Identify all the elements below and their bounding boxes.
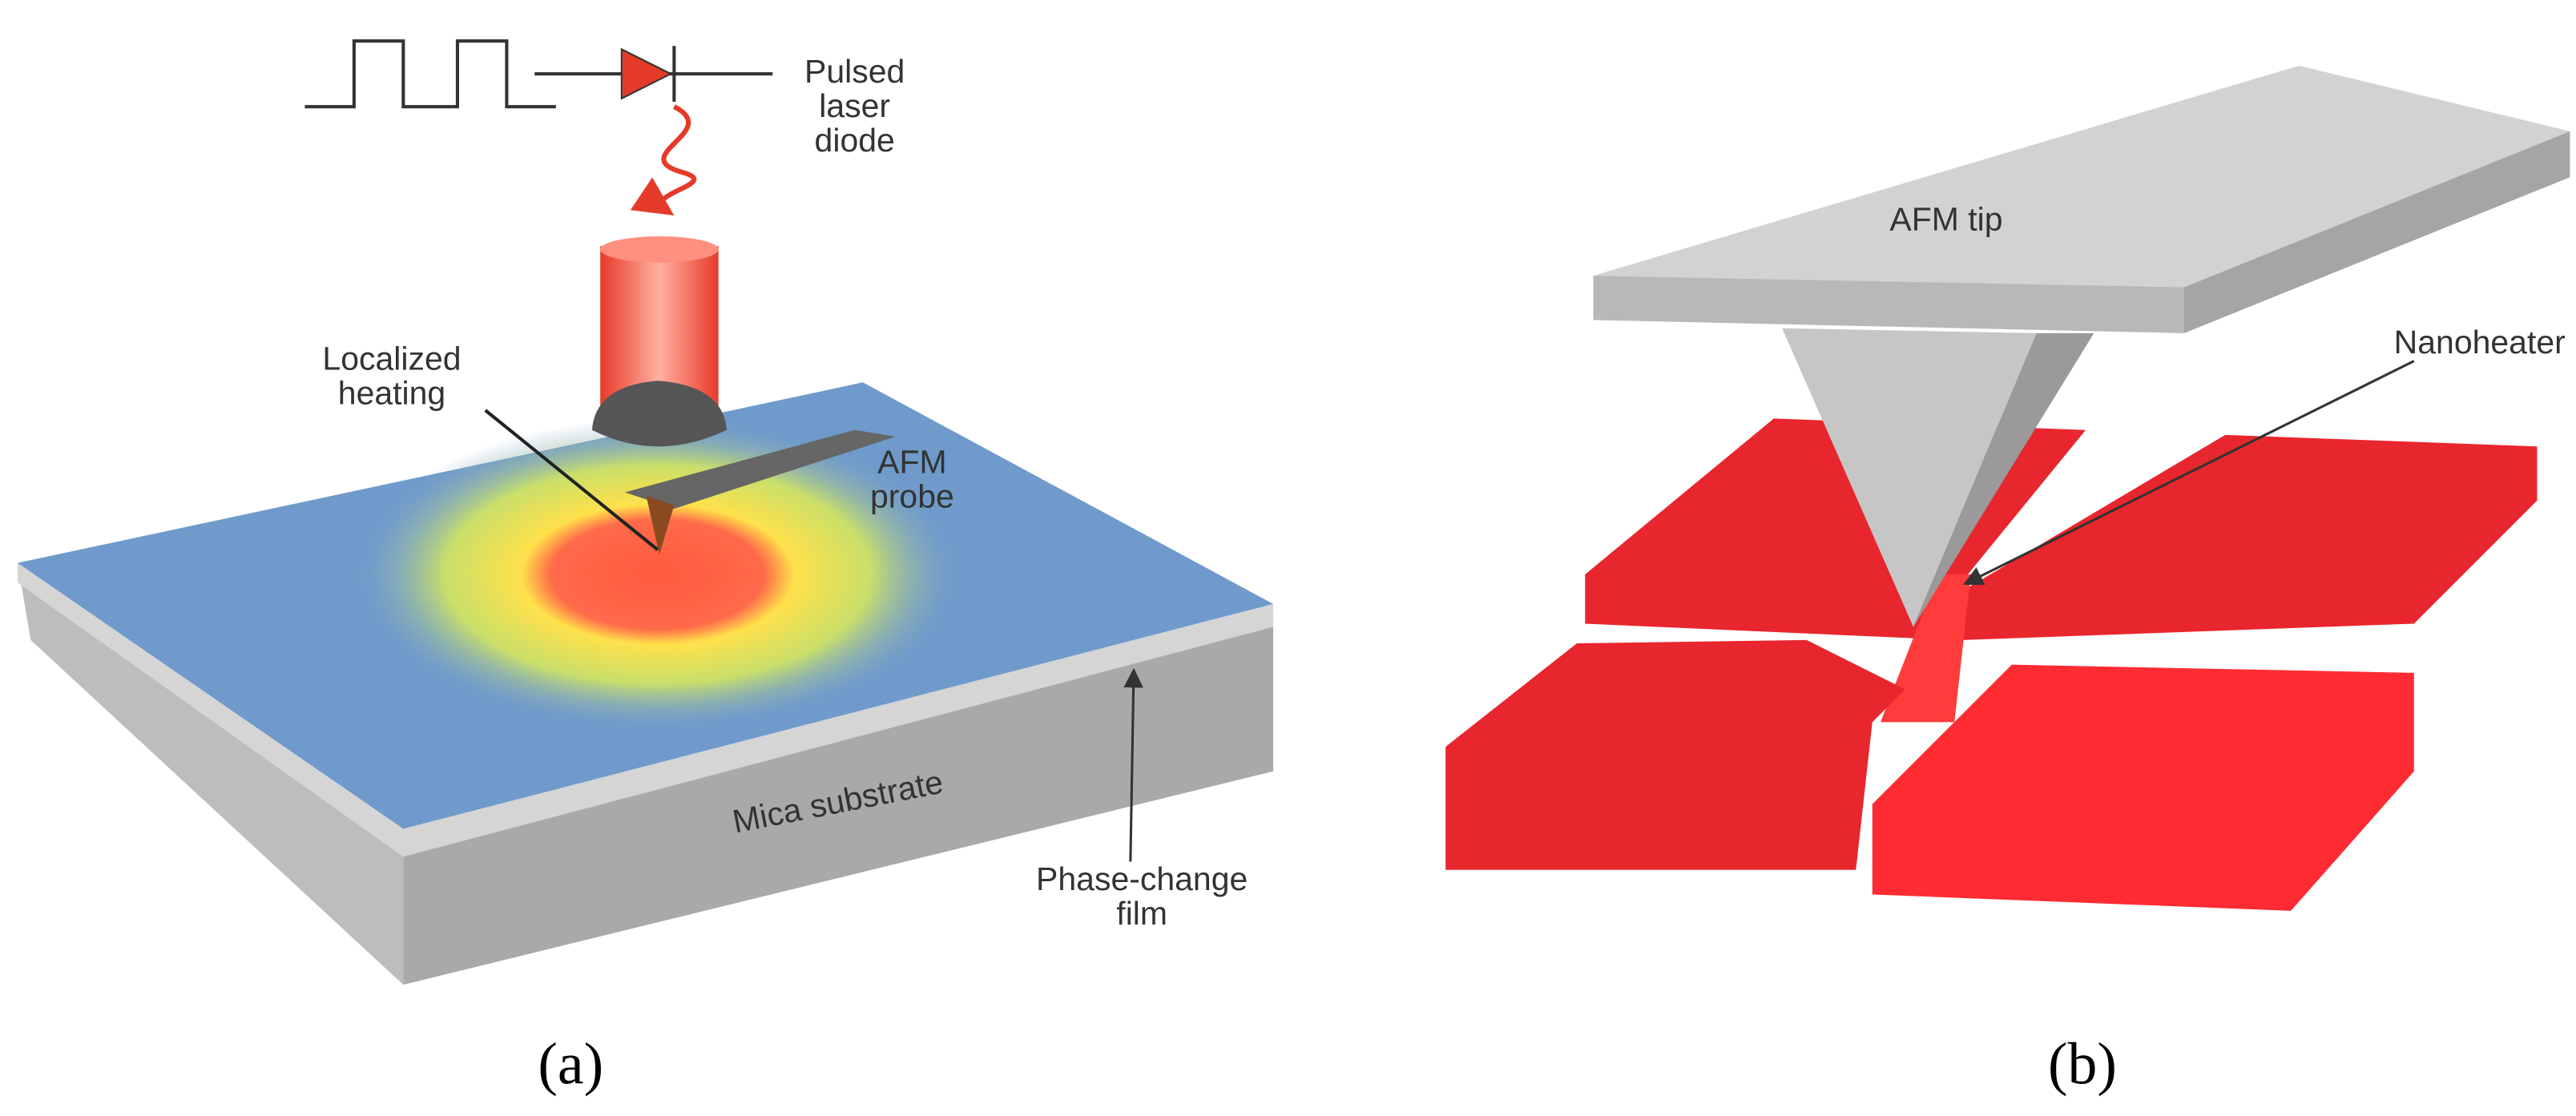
- pad-bottom-left: [1445, 639, 1905, 870]
- pulse-train: [304, 39, 556, 109]
- heating-pointer: [484, 409, 659, 551]
- heating-zone: [353, 418, 961, 731]
- pad-bottom-right: [1872, 664, 2414, 911]
- annotation: Nanoheater: [2394, 324, 2566, 361]
- annotation: AFM tip: [1889, 200, 2002, 237]
- lens: [591, 381, 727, 447]
- heater-bridge: [1881, 574, 1971, 723]
- film-edge: [17, 562, 1274, 857]
- panel-caption: (a): [538, 1031, 603, 1097]
- annotation-line: Phase-change: [1036, 860, 1248, 897]
- nanoheater-pointer: [1963, 360, 2415, 586]
- objective-top: [600, 236, 719, 263]
- probe-tip: [646, 495, 675, 555]
- film-pointer: [1123, 667, 1143, 862]
- annotation-line: probe: [870, 478, 954, 515]
- laser-wave: [630, 104, 697, 216]
- panel-a-drawing: [17, 39, 1274, 985]
- panel-caption: (b): [2048, 1031, 2117, 1097]
- annotation-line: AFM tip: [1889, 200, 2002, 237]
- panel-b-drawing: [1445, 65, 2570, 911]
- tip-edge-side: [2183, 131, 2570, 333]
- diode: [620, 47, 673, 100]
- annotation-line: laser: [819, 87, 890, 124]
- annotation-line: heating: [338, 375, 445, 412]
- annotation-line: Pulsed: [804, 53, 905, 90]
- mica-left: [17, 562, 404, 985]
- annotation-line: Nanoheater: [2394, 324, 2566, 361]
- tip-edge: [1593, 276, 2184, 333]
- tip-cone-shade: [1913, 332, 2094, 627]
- tip-body: [1593, 65, 2570, 288]
- tip-cone: [1782, 328, 2037, 627]
- pad-top-right: [1962, 434, 2538, 640]
- annotation-line: Localized: [322, 340, 461, 377]
- mica-right: [403, 615, 1274, 985]
- annotation-line: film: [1116, 895, 1167, 932]
- annotation-line: AFM: [877, 444, 946, 481]
- annotation-line: diode: [815, 122, 895, 159]
- cantilever: [624, 429, 896, 510]
